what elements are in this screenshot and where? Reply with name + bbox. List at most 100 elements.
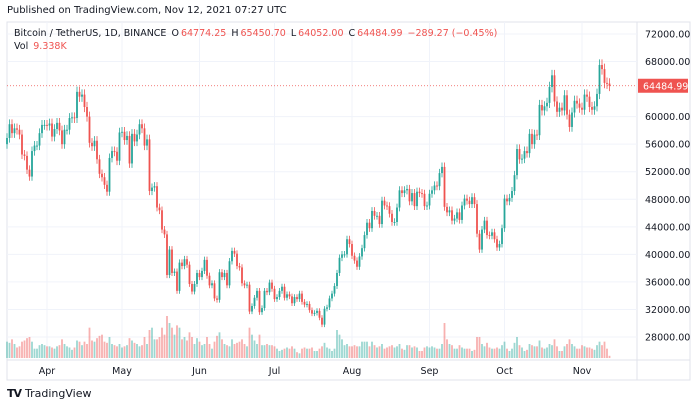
volume-bar	[503, 341, 506, 358]
candle	[471, 197, 473, 205]
volume-label: Vol	[14, 41, 29, 52]
candle	[546, 102, 548, 107]
candle	[281, 286, 283, 291]
candle	[193, 283, 196, 292]
volume-bar	[423, 347, 426, 358]
volume-bar	[193, 344, 196, 358]
symbol-title[interactable]: Bitcoin / TetherUS, 1D, BINANCE	[14, 28, 167, 39]
chart-frame	[6, 21, 691, 381]
candle	[121, 131, 123, 133]
candle	[413, 193, 416, 207]
candle	[141, 124, 143, 129]
volume-bar	[138, 346, 141, 358]
candle	[81, 94, 83, 97]
volume-bar	[333, 348, 336, 358]
volume-bar	[43, 345, 46, 358]
candle	[508, 197, 511, 202]
candle	[176, 271, 178, 291]
volume-bar	[353, 345, 356, 358]
candle	[593, 106, 596, 110]
volume-bar	[491, 348, 493, 358]
y-tick-label: 52000.00	[645, 167, 690, 178]
candle	[483, 220, 486, 230]
candle	[68, 118, 71, 130]
x-tick-label: Nov	[573, 366, 592, 377]
volume-bar	[393, 347, 396, 358]
candle	[256, 290, 258, 298]
volume-bar	[33, 348, 36, 358]
volume-bar	[16, 347, 18, 358]
volume-bar	[101, 334, 103, 358]
candle	[598, 64, 601, 94]
candle	[41, 124, 43, 134]
candle	[333, 286, 336, 294]
volume-bar	[236, 342, 238, 358]
volume-bar	[226, 345, 228, 358]
volume-bar	[188, 332, 191, 358]
x-tick-label: Aug	[343, 366, 362, 377]
candle	[103, 177, 106, 185]
volume-bar	[246, 346, 248, 358]
candle	[56, 122, 58, 130]
candle	[51, 123, 53, 137]
candle	[326, 307, 328, 309]
candle	[188, 264, 191, 284]
candle	[358, 256, 361, 267]
volume-bar	[46, 346, 48, 358]
volume-bar	[593, 349, 596, 358]
volume-bar	[161, 327, 163, 358]
candle	[421, 193, 423, 195]
candle	[63, 129, 66, 145]
volume-bar	[86, 344, 88, 358]
candle	[136, 134, 138, 142]
candle	[543, 106, 546, 111]
volume-bar	[413, 346, 416, 358]
candle	[316, 310, 318, 313]
candle	[283, 286, 286, 298]
volume-bar	[463, 348, 466, 358]
candle	[258, 290, 261, 313]
volume-bar	[543, 348, 546, 358]
volume-bar	[596, 345, 598, 358]
candle	[308, 303, 311, 311]
volume-bar	[181, 339, 183, 358]
volume-bar	[566, 344, 568, 358]
candle	[286, 294, 288, 298]
volume-bar	[356, 346, 358, 358]
candle	[93, 140, 96, 147]
volume-bar	[418, 351, 421, 358]
volume-bar	[446, 339, 448, 358]
volume-bar	[581, 345, 583, 358]
candle	[336, 272, 338, 287]
candle	[318, 310, 321, 318]
candle	[221, 272, 223, 278]
volume-bar	[66, 346, 68, 358]
volume-bar	[578, 348, 581, 358]
volume-bar	[151, 327, 153, 358]
volume-bar	[268, 345, 271, 358]
candle	[213, 283, 216, 299]
candle	[128, 135, 131, 164]
candle	[73, 117, 76, 119]
candle	[361, 248, 363, 257]
candle	[306, 303, 308, 305]
candle	[158, 207, 161, 211]
volume-bar	[48, 346, 51, 358]
candle	[558, 107, 561, 112]
candle	[201, 270, 203, 278]
volume-bar	[478, 337, 481, 358]
volume-bar	[298, 353, 301, 358]
candle	[276, 297, 278, 300]
volume-bar	[391, 345, 393, 358]
volume-bar	[303, 347, 306, 358]
volume-bar	[526, 349, 528, 358]
candle	[61, 130, 63, 145]
volume-bar	[443, 323, 446, 358]
volume-bar	[251, 334, 253, 358]
volume-bar	[471, 351, 473, 358]
volume-bar	[493, 348, 496, 358]
tradingview-logo[interactable]: TV TradingView	[7, 387, 92, 400]
candle	[556, 101, 558, 112]
candle	[458, 212, 461, 220]
